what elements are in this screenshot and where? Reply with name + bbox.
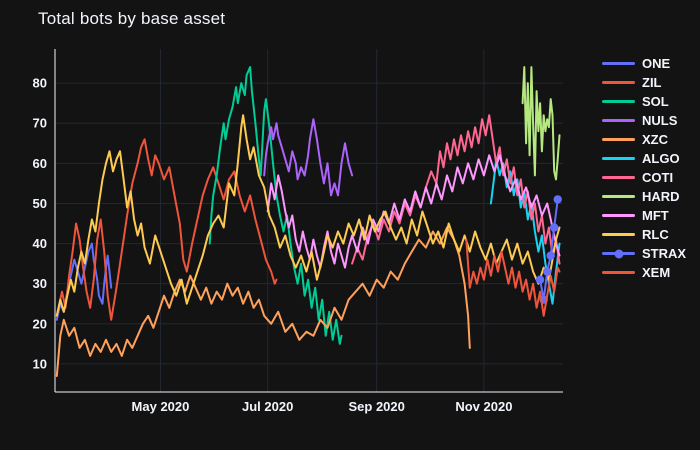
legend-label: NULS — [642, 113, 678, 128]
legend-swatch-hard — [602, 195, 635, 198]
legend-item-sol[interactable]: SOL — [602, 92, 686, 111]
legend-marker-dot — [614, 249, 623, 258]
y-tick-label: 20 — [33, 316, 47, 331]
legend-item-strax[interactable]: STRAX — [602, 244, 686, 263]
legend-item-xem[interactable]: XEM — [602, 263, 686, 282]
legend-label: RLC — [642, 227, 669, 242]
series-marker-strax — [553, 195, 562, 204]
legend-item-hard[interactable]: HARD — [602, 187, 686, 206]
series-line-hard — [521, 66, 561, 181]
series-line-rlc — [55, 114, 561, 317]
legend-item-mft[interactable]: MFT — [602, 206, 686, 225]
series-marker-strax — [535, 275, 545, 284]
legend-label: XZC — [642, 132, 668, 147]
series-line-coti — [351, 114, 561, 265]
legend-swatch-algo — [602, 157, 635, 160]
legend-label: STRAX — [642, 246, 687, 261]
legend-swatch-strax — [602, 249, 635, 258]
x-tick-label: May 2020 — [132, 399, 190, 414]
legend-swatch-xzc — [602, 138, 635, 141]
legend-item-algo[interactable]: ALGO — [602, 149, 686, 168]
series-line-sol — [208, 66, 343, 345]
series-line-mft — [266, 154, 561, 269]
y-tick-label: 10 — [33, 356, 47, 371]
x-tick-label: Jul 2020 — [242, 399, 293, 414]
legend-label: COTI — [642, 170, 674, 185]
chart-title: Total bots by base asset — [38, 9, 226, 28]
legend-label: XEM — [642, 265, 671, 280]
legend-item-xzc[interactable]: XZC — [602, 130, 686, 149]
series-line-xzc — [55, 226, 471, 377]
x-tick-label: Nov 2020 — [455, 399, 512, 414]
legend: ONE ZIL SOL NULS XZC ALGO COTI HARD MFT RLC STRAX X… — [602, 54, 686, 282]
legend-swatch-zil — [602, 81, 635, 84]
legend-label: HARD — [642, 189, 680, 204]
legend-swatch-one — [602, 62, 635, 65]
legend-swatch-xem — [602, 271, 635, 274]
y-tick-label: 40 — [33, 236, 47, 251]
legend-swatch-mft — [602, 214, 635, 217]
series-marker-strax — [543, 267, 552, 276]
legend-item-rlc[interactable]: RLC — [602, 225, 686, 244]
y-tick-label: 30 — [33, 276, 47, 291]
series-line-nuls — [263, 118, 354, 197]
series-marker-strax — [546, 251, 555, 260]
series-line-zil — [55, 138, 278, 321]
y-tick-label: 60 — [33, 156, 47, 171]
y-tick-label: 80 — [33, 76, 47, 91]
legend-swatch-nuls — [602, 119, 635, 122]
x-tick-label: Sep 2020 — [348, 399, 404, 414]
legend-item-one[interactable]: ONE — [602, 54, 686, 73]
legend-label: ONE — [642, 56, 671, 71]
legend-swatch-coti — [602, 176, 635, 179]
legend-label: ZIL — [642, 75, 662, 90]
legend-swatch-sol — [602, 100, 635, 103]
legend-item-coti[interactable]: COTI — [602, 168, 686, 187]
legend-item-nuls[interactable]: NULS — [602, 111, 686, 130]
legend-swatch-rlc — [602, 233, 635, 236]
legend-label: SOL — [642, 94, 669, 109]
legend-label: ALGO — [642, 151, 680, 166]
y-tick-label: 50 — [33, 196, 47, 211]
series-line-xem — [465, 238, 561, 317]
legend-label: MFT — [642, 208, 669, 223]
y-tick-label: 70 — [33, 116, 47, 131]
series-marker-strax — [550, 223, 559, 232]
legend-item-zil[interactable]: ZIL — [602, 73, 686, 92]
